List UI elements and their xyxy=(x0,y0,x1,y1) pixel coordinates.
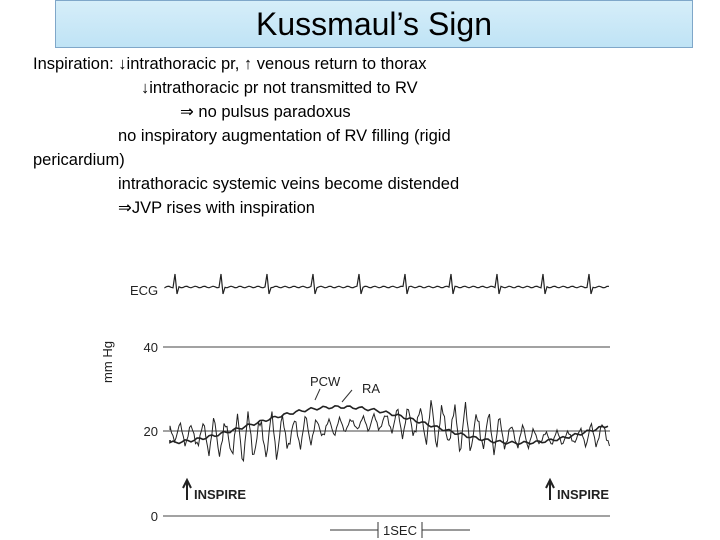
body-line: no inspiratory augmentation of RV fillin… xyxy=(33,127,451,169)
time-scale-bar xyxy=(330,522,470,538)
pointer xyxy=(341,389,353,403)
tick-label: 0 xyxy=(151,509,158,524)
ra-trace xyxy=(169,404,609,446)
body-line: ⇒JVP rises with inspiration xyxy=(118,199,315,217)
tick-label: 20 xyxy=(144,424,158,439)
inspire-label: INSPIRE xyxy=(194,487,246,502)
pointer xyxy=(314,388,321,401)
trace-label: RA xyxy=(362,381,380,396)
time-scale-label: 1SEC xyxy=(383,523,417,538)
inspire-label: INSPIRE xyxy=(557,487,609,502)
pcw-trace xyxy=(169,400,610,463)
ecg-label: ECG xyxy=(130,283,158,298)
inspire-arrow xyxy=(545,477,555,500)
inspire-arrow xyxy=(182,477,192,500)
axis-label: mm Hg xyxy=(100,341,115,383)
body-line: ↓intrathoracic pr not transmitted to RV xyxy=(141,79,418,97)
slide-title: Kussmaul’s Sign xyxy=(55,0,693,48)
trace-label: PCW xyxy=(310,374,341,389)
body-line: ⇒ no pulsus paradoxus xyxy=(180,103,351,121)
body-line: intrathoracic systemic veins become dist… xyxy=(118,175,460,193)
tick-label: 40 xyxy=(144,340,158,355)
body-line: Inspiration: ↓intrathoracic pr, ↑ venous… xyxy=(33,55,427,73)
ecg-trace xyxy=(164,273,610,295)
